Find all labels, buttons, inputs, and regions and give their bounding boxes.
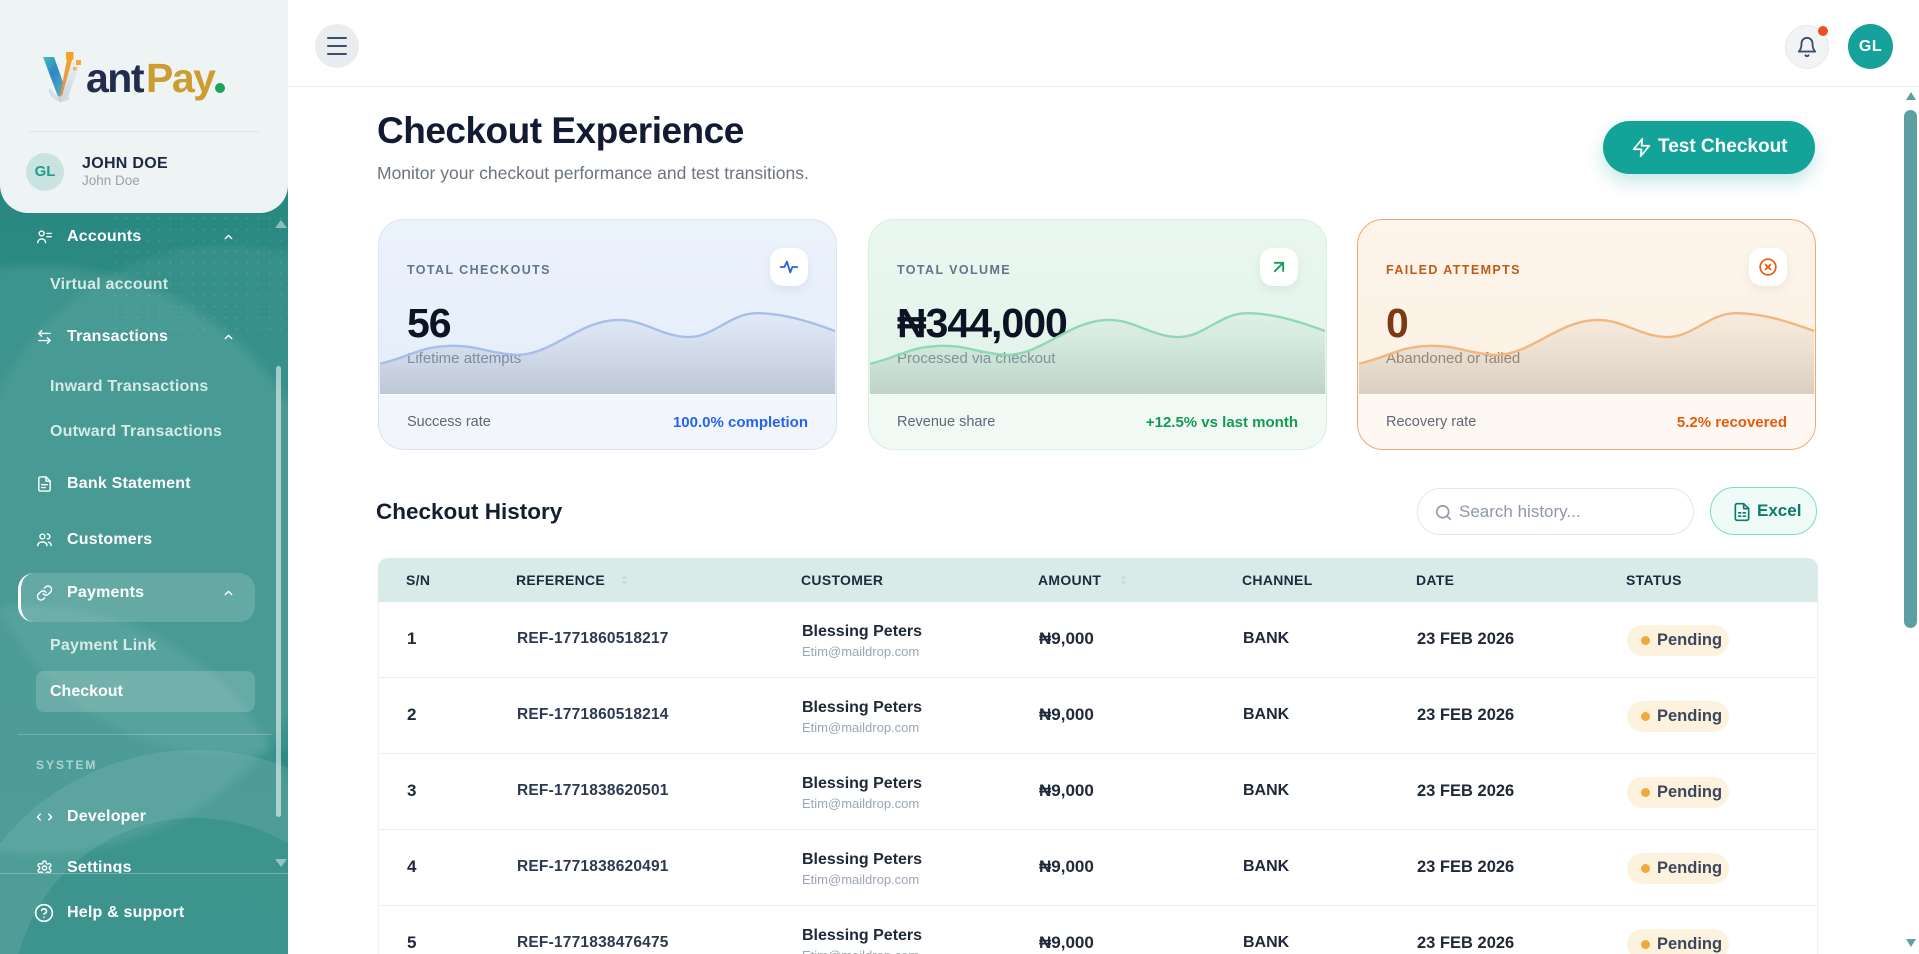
svg-text:ant: ant: [86, 55, 145, 101]
svg-text:Pay: Pay: [146, 55, 216, 101]
